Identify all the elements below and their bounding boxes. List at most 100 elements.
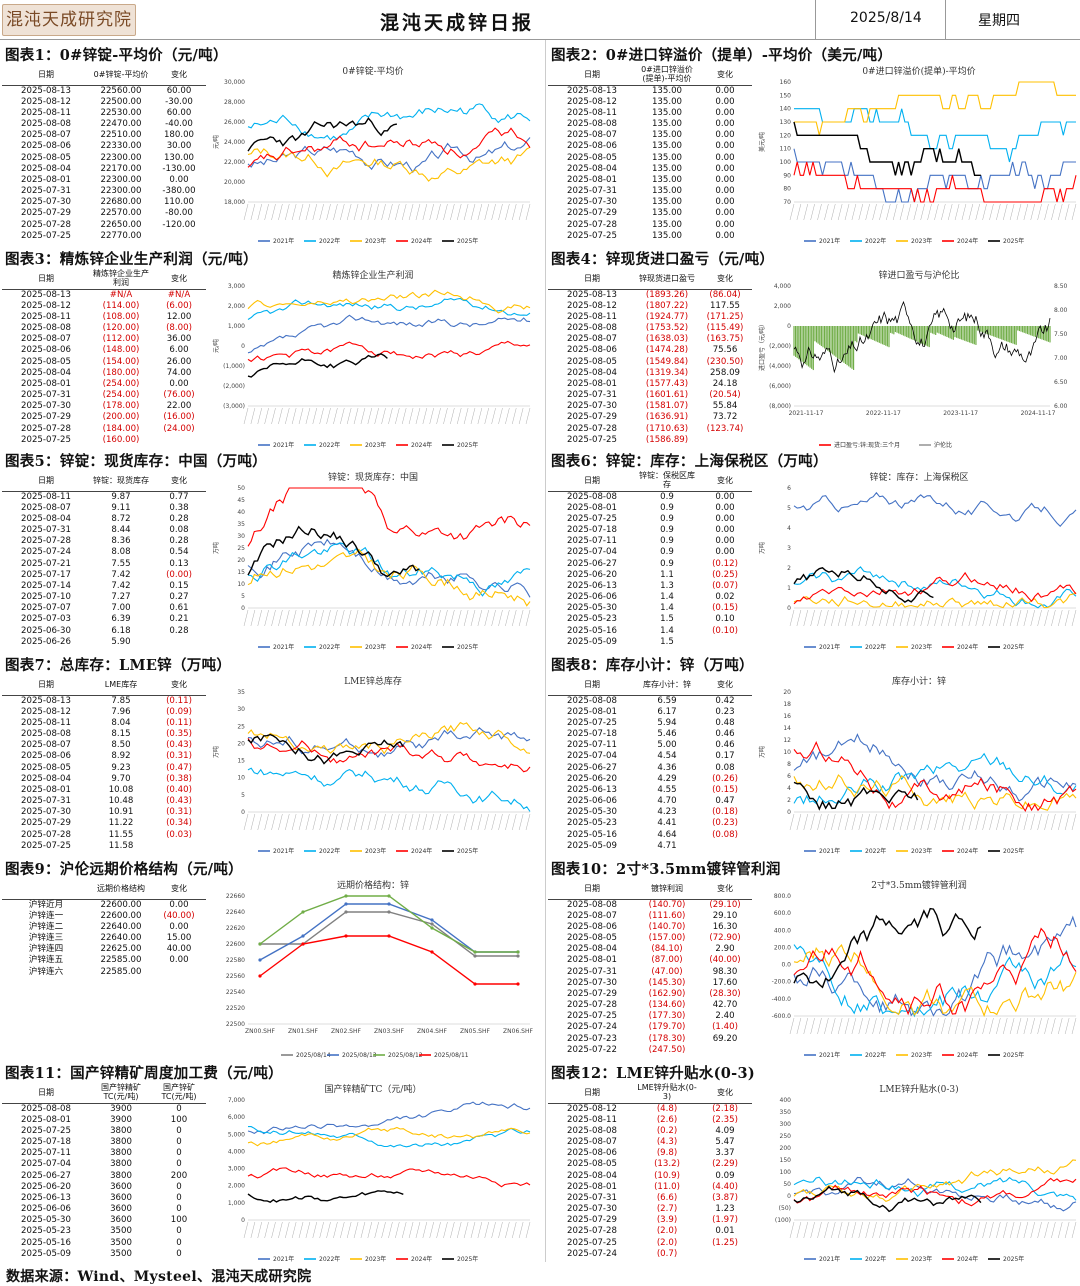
column-header: 国产锌矿TC(元/吨) bbox=[152, 1082, 206, 1104]
x-tick-mark bbox=[934, 203, 939, 221]
x-tick-mark bbox=[271, 407, 276, 425]
table-header-row: 日期 0#进口锌溢价(提单)-平均价 变化 bbox=[548, 64, 752, 86]
x-tick-mark bbox=[470, 203, 476, 221]
column-header: 变化 bbox=[698, 268, 752, 290]
panel-title: 图表8：库存小计：锌（万吨） bbox=[551, 657, 754, 674]
x-tick-mark bbox=[450, 813, 455, 831]
table-cell: 22600.00 bbox=[100, 899, 142, 910]
curve-point bbox=[430, 926, 434, 930]
legend-label: 沪伦比 bbox=[934, 441, 952, 449]
series-line bbox=[247, 542, 531, 597]
y-tick-label: (2,000) bbox=[769, 343, 791, 350]
series-line bbox=[247, 117, 398, 152]
x-tick-mark bbox=[443, 813, 448, 831]
x-tick-mark bbox=[824, 609, 829, 627]
y-axis-label: 进口盈亏（元/吨） bbox=[758, 321, 766, 371]
curve-point bbox=[473, 954, 477, 958]
table-row: 2025-07-29 (1636.91) 73.72 bbox=[548, 412, 752, 423]
x-tick-mark bbox=[243, 609, 249, 627]
table-row: 2025-07-31 8.44 0.08 bbox=[2, 525, 206, 536]
x-tick-mark bbox=[796, 1221, 802, 1239]
table-row: 2025-08-07 (1638.03) (163.75) bbox=[548, 334, 752, 345]
x-tick-mark bbox=[913, 609, 918, 627]
series-line bbox=[793, 566, 1077, 609]
chart-title: 2寸*3.5mm镀锌管利润 bbox=[871, 879, 967, 891]
series-line bbox=[247, 289, 531, 314]
x-tick-mark bbox=[415, 407, 421, 425]
table-cell: 9.23 bbox=[111, 762, 131, 773]
table-row: 2025-08-07 (4.3) 5.47 bbox=[548, 1137, 752, 1148]
y-tick-label: 2 bbox=[787, 565, 791, 572]
y-tick-label: 1,000 bbox=[228, 1200, 245, 1207]
table-row: 2025-08-05 135.00 0.00 bbox=[548, 152, 752, 163]
y-tick-label: 0 bbox=[787, 1193, 791, 1200]
x-tick-mark bbox=[865, 203, 870, 221]
x-tick-mark bbox=[1003, 609, 1008, 627]
table-cell: 0.00 bbox=[715, 208, 735, 219]
table-cell: 2025-08-07 bbox=[567, 910, 617, 921]
series-line bbox=[793, 733, 1077, 802]
x-tick-mark bbox=[879, 1017, 884, 1035]
x-tick-mark bbox=[824, 203, 829, 221]
x-tick-mark bbox=[1071, 1221, 1077, 1239]
table-row: 2025-08-11 (1924.77) (171.25) bbox=[548, 312, 752, 323]
x-tick-mark bbox=[518, 813, 524, 831]
x-tick-mark bbox=[450, 407, 455, 425]
legend-label: 2025年 bbox=[457, 847, 478, 855]
table-cell: 2025-08-01 bbox=[567, 1181, 617, 1192]
column-header: 变化 bbox=[698, 470, 752, 492]
table-cell: #N/A bbox=[167, 289, 191, 300]
table-cell: 0.9 bbox=[660, 491, 674, 502]
x-tick-mark bbox=[1003, 1017, 1008, 1035]
table-row: 2025-07-11 3800 0 bbox=[2, 1148, 206, 1159]
curve-point bbox=[301, 934, 305, 938]
x-tick-mark bbox=[844, 609, 850, 627]
x-tick-mark bbox=[436, 609, 441, 627]
x-tick-mark bbox=[271, 1221, 276, 1239]
chart-title: 0#进口锌溢价(提单)-平均价 bbox=[862, 65, 975, 77]
table-cell: 7.96 bbox=[111, 706, 131, 717]
x-tick-mark bbox=[264, 609, 269, 627]
y-tick-label: 40 bbox=[237, 509, 245, 516]
y2-tick-label: 8.00 bbox=[1054, 307, 1068, 314]
chart-title: 锌锭：现货库存：中国 bbox=[328, 471, 418, 483]
table-row: 2025-07-25 3800 0 bbox=[2, 1126, 206, 1137]
table-row: 2025-07-23 (178.30) 69.20 bbox=[548, 1034, 752, 1045]
table-row: 2025-08-12 135.00 0.00 bbox=[548, 97, 752, 108]
x-tick-mark bbox=[470, 813, 476, 831]
x-tick-mark bbox=[796, 609, 802, 627]
y2-tick-label: 7.00 bbox=[1054, 355, 1068, 362]
curve-point bbox=[387, 934, 391, 938]
table-cell: (0.34) bbox=[166, 818, 192, 829]
data-table: 日期 锌锭：现货库存 变化 2025-08-11 9.87 0.77 2025-08-07 9… bbox=[2, 470, 206, 648]
y-tick-label: 24,000 bbox=[224, 139, 245, 146]
x-tick-mark bbox=[844, 1221, 850, 1239]
y-tick-label: 6 bbox=[787, 773, 791, 780]
table-cell: 2025-08-06 bbox=[21, 141, 71, 152]
table-cell: 3600 bbox=[110, 1192, 132, 1203]
x-tick-mark bbox=[278, 203, 283, 221]
table-cell: (134.60) bbox=[648, 1000, 686, 1011]
x-tick-mark bbox=[1071, 1017, 1077, 1035]
table-cell: 69.20 bbox=[712, 1033, 738, 1044]
x-tick-mark bbox=[831, 203, 836, 221]
table-cell: 0.9 bbox=[660, 524, 674, 535]
table-cell: 22530.00 bbox=[100, 107, 142, 118]
x-tick-label: 2024-11-17 bbox=[1021, 410, 1056, 417]
x-tick-mark bbox=[326, 203, 331, 221]
table-cell: (0.12) bbox=[712, 558, 738, 569]
table-cell bbox=[152, 841, 206, 852]
series-line bbox=[793, 121, 981, 177]
y-tick-label: 800.0 bbox=[774, 893, 791, 900]
table-cell: (0.18) bbox=[712, 807, 738, 818]
x-tick-mark bbox=[243, 813, 249, 831]
x-tick-mark bbox=[285, 1221, 290, 1239]
table-row: 2025-07-28 (134.60) 42.70 bbox=[548, 1000, 752, 1011]
panel-title: 图表5：锌锭：现货库存：中国（万吨） bbox=[5, 453, 267, 470]
chart-area: 精炼锌企业生产利润 3,000 2,000 1,000 0 (1,000) (2,000) (… bbox=[208, 266, 538, 452]
legend-label: 2025年 bbox=[1003, 1051, 1024, 1059]
table-cell: 22640.00 bbox=[100, 932, 142, 943]
x-tick-mark bbox=[402, 203, 407, 221]
table-cell: (40.00) bbox=[709, 955, 741, 966]
